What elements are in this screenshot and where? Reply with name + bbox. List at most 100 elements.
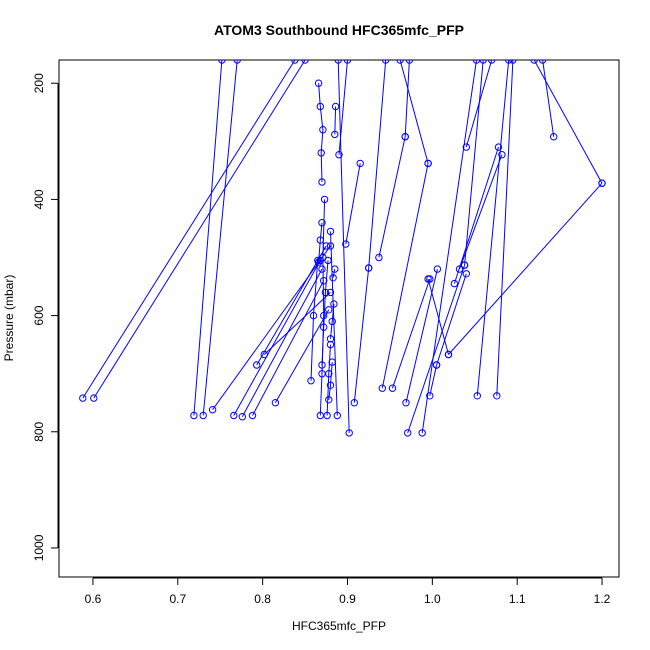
x-tick-label: 0.8 bbox=[254, 592, 271, 606]
profile-series bbox=[530, 60, 606, 187]
chart-title: ATOM3 Southbound HFC365mfc_PFP bbox=[214, 22, 464, 38]
data-point bbox=[462, 270, 470, 278]
profile-series bbox=[79, 60, 299, 402]
y-tick-label: 600 bbox=[32, 305, 46, 325]
data-point bbox=[396, 60, 404, 64]
y-axis: 200 400 600 800 1000 bbox=[32, 73, 59, 561]
data-point bbox=[488, 60, 496, 64]
profile-series bbox=[329, 265, 339, 282]
data-point bbox=[230, 411, 238, 420]
profile-series bbox=[365, 60, 390, 272]
data-point bbox=[309, 311, 318, 320]
data-point bbox=[479, 60, 487, 64]
data-point bbox=[356, 159, 364, 168]
series-layer bbox=[79, 60, 606, 437]
series-line bbox=[381, 163, 429, 389]
data-point bbox=[322, 242, 330, 250]
data-point bbox=[328, 317, 336, 326]
data-point bbox=[494, 143, 503, 151]
data-point bbox=[317, 149, 325, 157]
profile-series bbox=[342, 159, 364, 248]
series-line bbox=[399, 60, 429, 164]
data-point bbox=[345, 429, 353, 437]
data-point bbox=[382, 60, 390, 64]
profile-series bbox=[335, 60, 352, 159]
x-axis: 0.6 0.7 0.8 0.9 1.0 1.1 1.2 bbox=[85, 577, 611, 606]
series-line bbox=[392, 278, 431, 389]
profile-series bbox=[90, 60, 309, 402]
series-line bbox=[465, 60, 493, 148]
profile-series bbox=[460, 60, 487, 269]
data-point bbox=[550, 133, 558, 141]
series-line bbox=[328, 362, 333, 400]
data-point bbox=[509, 60, 517, 64]
data-point bbox=[301, 60, 309, 64]
data-point bbox=[450, 279, 459, 288]
series-line bbox=[337, 60, 350, 433]
data-point bbox=[325, 396, 333, 404]
data-point bbox=[326, 227, 335, 236]
profile-series bbox=[396, 60, 432, 168]
profile-series bbox=[432, 270, 470, 369]
series-line bbox=[436, 273, 467, 366]
profile-series bbox=[314, 79, 327, 186]
profile-series bbox=[493, 60, 517, 400]
x-tick-label: 1.0 bbox=[424, 592, 441, 606]
profile-series bbox=[418, 60, 481, 437]
profile-series bbox=[375, 133, 409, 262]
profile-series bbox=[401, 60, 414, 141]
data-point bbox=[498, 151, 506, 159]
data-point bbox=[342, 240, 350, 248]
data-point bbox=[333, 411, 341, 420]
series-line bbox=[429, 364, 438, 396]
data-point bbox=[334, 60, 342, 64]
profile-series bbox=[462, 60, 496, 151]
data-point bbox=[335, 151, 343, 159]
series-line bbox=[256, 245, 327, 366]
profile-series bbox=[334, 60, 353, 437]
data-point bbox=[433, 265, 442, 273]
data-point bbox=[325, 370, 333, 378]
series-line bbox=[82, 60, 296, 399]
data-point bbox=[365, 264, 373, 272]
series-line bbox=[241, 268, 323, 417]
data-point bbox=[248, 411, 257, 420]
series-line bbox=[318, 222, 323, 263]
profile-series bbox=[325, 358, 336, 404]
series-line bbox=[407, 264, 466, 434]
data-point bbox=[330, 300, 338, 308]
plot-area-border bbox=[58, 59, 620, 578]
series-line bbox=[274, 309, 330, 403]
data-point bbox=[473, 392, 481, 400]
data-point bbox=[291, 60, 299, 64]
series-line bbox=[263, 292, 331, 355]
data-point bbox=[326, 381, 335, 389]
data-point bbox=[326, 335, 335, 343]
series-line bbox=[533, 60, 603, 184]
data-point bbox=[388, 384, 397, 392]
series-line bbox=[330, 231, 338, 416]
profile-series bbox=[450, 143, 503, 288]
series-line bbox=[332, 269, 336, 278]
data-point bbox=[320, 195, 329, 204]
data-point bbox=[472, 60, 481, 64]
series-line bbox=[318, 83, 324, 183]
series-line bbox=[427, 278, 449, 355]
data-point bbox=[318, 265, 326, 273]
y-tick-label: 200 bbox=[32, 73, 46, 93]
profile-series bbox=[271, 306, 333, 407]
data-point bbox=[321, 288, 330, 297]
data-point bbox=[318, 219, 326, 227]
data-point bbox=[350, 399, 358, 407]
data-point bbox=[79, 394, 87, 402]
data-point bbox=[307, 377, 315, 385]
series-line bbox=[496, 60, 514, 396]
series-line bbox=[421, 60, 477, 433]
series-line bbox=[453, 146, 499, 284]
series-line bbox=[404, 60, 410, 137]
data-point bbox=[218, 60, 226, 64]
series-line bbox=[378, 136, 406, 258]
data-point bbox=[316, 236, 324, 244]
data-point bbox=[424, 159, 432, 168]
